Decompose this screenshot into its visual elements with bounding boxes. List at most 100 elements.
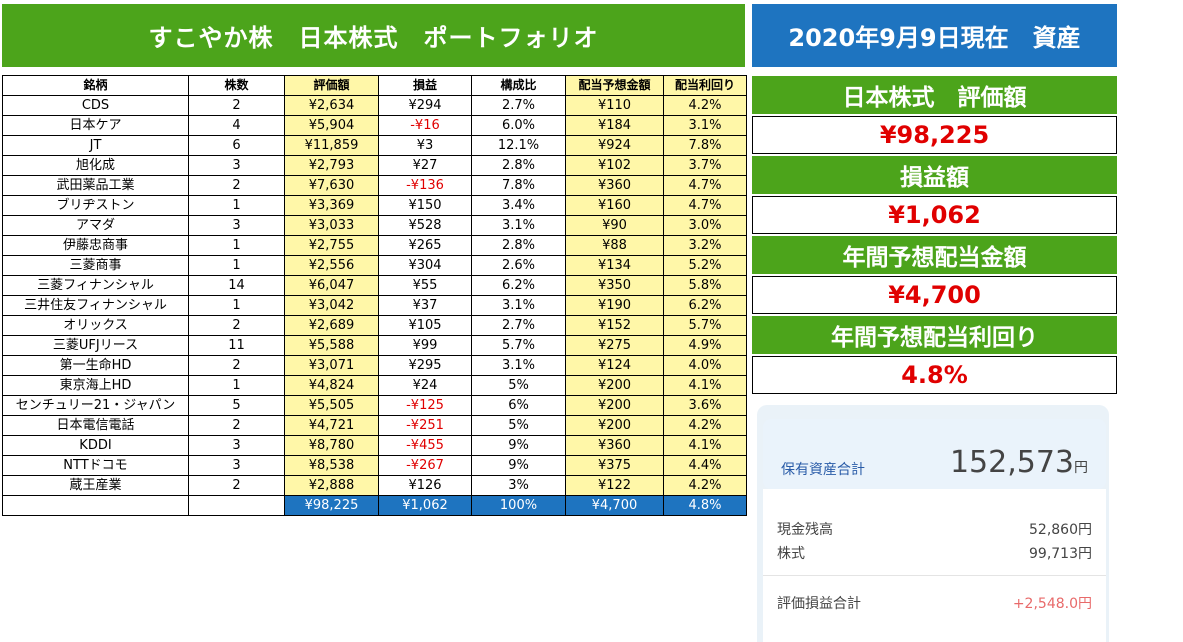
unrealized-value: +2,548.0円 [1012, 596, 1092, 612]
stock-dividend: ¥350 [565, 275, 664, 296]
stock-name: センチュリー21・ジャパン [2, 395, 189, 416]
stock-shares: 1 [188, 295, 285, 316]
stock-ratio: 9% [471, 455, 566, 476]
stock-value: ¥8,780 [284, 435, 379, 456]
asset-total-value: 152,573 [949, 445, 1074, 480]
asset-total-amount: 152,573円 [950, 445, 1088, 480]
col-header-pl: 損益 [378, 75, 472, 96]
stock-yield: 3.2% [663, 235, 747, 256]
total-blank [188, 495, 285, 516]
stock-value: ¥11,859 [284, 135, 379, 156]
stock-value: ¥5,904 [284, 115, 379, 136]
stock-pl: ¥27 [378, 155, 472, 176]
stock-dividend: ¥275 [565, 335, 664, 356]
stock-pl: -¥16 [378, 115, 472, 136]
stock-name: オリックス [2, 315, 189, 336]
stock-shares: 2 [188, 95, 285, 116]
stock-yield: 4.7% [663, 175, 747, 196]
stock-pl: ¥37 [378, 295, 472, 316]
stock-shares: 11 [188, 335, 285, 356]
stock-value: ¥2,689 [284, 315, 379, 336]
stock-value: ¥4,721 [284, 415, 379, 436]
pl-value: ¥1,062 [752, 196, 1117, 234]
table-total-row: ¥98,225 ¥1,062 100% ¥4,700 4.8% [2, 495, 747, 516]
stock-shares: 5 [188, 395, 285, 416]
stock-value: ¥3,033 [284, 215, 379, 236]
col-header-value: 評価額 [284, 75, 379, 96]
stock-ratio: 5% [471, 375, 566, 396]
stock-shares: 1 [188, 375, 285, 396]
divider [763, 575, 1106, 576]
stock-ratio: 3.1% [471, 215, 566, 236]
col-header-yield: 配当利回り [663, 75, 747, 96]
stock-dividend: ¥110 [565, 95, 664, 116]
yield-label: 年間予想配当利回り [752, 316, 1117, 354]
yield-value: 4.8% [752, 356, 1117, 394]
pl-label: 損益額 [752, 156, 1117, 194]
table-row: NTTドコモ 3 ¥8,538 -¥267 9% ¥375 4.4% [2, 455, 747, 476]
stock-name: 蔵王産業 [2, 475, 189, 496]
stock-value: ¥3,071 [284, 355, 379, 376]
stock-ratio: 6% [471, 395, 566, 416]
stock-pl: ¥304 [378, 255, 472, 276]
stock-shares: 1 [188, 195, 285, 216]
table-row: 東京海上HD 1 ¥4,824 ¥24 5% ¥200 4.1% [2, 375, 747, 396]
stock-dividend: ¥375 [565, 455, 664, 476]
stock-pl: -¥125 [378, 395, 472, 416]
stock-shares: 1 [188, 235, 285, 256]
stock-name: JT [2, 135, 189, 156]
stock-shares: 3 [188, 215, 285, 236]
table-row: 三井住友フィナンシャル 1 ¥3,042 ¥37 3.1% ¥190 6.2% [2, 295, 747, 316]
total-dividend: ¥4,700 [565, 495, 664, 516]
stock-yield: 4.2% [663, 475, 747, 496]
stock-pl: -¥455 [378, 435, 472, 456]
stock-yield: 4.1% [663, 375, 747, 396]
date-header: 2020年9月9日現在 資産 [752, 4, 1117, 67]
stock-dividend: ¥122 [565, 475, 664, 496]
table-row: オリックス 2 ¥2,689 ¥105 2.7% ¥152 5.7% [2, 315, 747, 336]
stock-ratio: 3.1% [471, 295, 566, 316]
dividend-label: 年間予想配当金額 [752, 236, 1117, 274]
table-header-row: 銘柄 株数 評価額 損益 構成比 配当予想金額 配当利回り [2, 75, 747, 96]
stock-yield: 4.9% [663, 335, 747, 356]
page-title: すこやか株 日本株式 ポートフォリオ [2, 4, 745, 67]
total-ratio: 100% [471, 495, 566, 516]
table-row: 武田薬品工業 2 ¥7,630 -¥136 7.8% ¥360 4.7% [2, 175, 747, 196]
stock-name: ブリヂストン [2, 195, 189, 216]
cash-value: 52,860円 [1029, 522, 1092, 538]
stock-ratio: 5.7% [471, 335, 566, 356]
stock-pl: ¥295 [378, 355, 472, 376]
stock-dividend: ¥924 [565, 135, 664, 156]
cash-row: 現金残高 52,860円 [777, 519, 1092, 539]
stock-pl: ¥99 [378, 335, 472, 356]
stock-row: 株式 99,713円 [777, 543, 1092, 563]
stock-shares: 3 [188, 155, 285, 176]
stock-shares: 2 [188, 475, 285, 496]
stock-value: ¥3,369 [284, 195, 379, 216]
stock-dividend: ¥90 [565, 215, 664, 236]
stock-pl: ¥126 [378, 475, 472, 496]
stock-ratio: 2.7% [471, 315, 566, 336]
total-pl: ¥1,062 [378, 495, 472, 516]
stock-dividend: ¥152 [565, 315, 664, 336]
stock-name: 三井住友フィナンシャル [2, 295, 189, 316]
unrealized-label: 評価損益合計 [777, 596, 861, 612]
cash-label: 現金残高 [777, 522, 833, 538]
stock-shares: 2 [188, 315, 285, 336]
stock-ratio: 12.1% [471, 135, 566, 156]
stock-pl: ¥150 [378, 195, 472, 216]
stock-name: CDS [2, 95, 189, 116]
stock-value: ¥7,630 [284, 175, 379, 196]
total-blank [2, 495, 189, 516]
stock-ratio: 3.1% [471, 355, 566, 376]
stock-dividend: ¥360 [565, 175, 664, 196]
stock-yield: 4.2% [663, 415, 747, 436]
stock-shares: 14 [188, 275, 285, 296]
valuation-value: ¥98,225 [752, 116, 1117, 154]
stock-pl: ¥294 [378, 95, 472, 116]
stock-ratio: 7.8% [471, 175, 566, 196]
stock-dividend: ¥124 [565, 355, 664, 376]
stock-pl: ¥265 [378, 235, 472, 256]
stock-label: 株式 [777, 546, 805, 562]
stock-ratio: 6.0% [471, 115, 566, 136]
